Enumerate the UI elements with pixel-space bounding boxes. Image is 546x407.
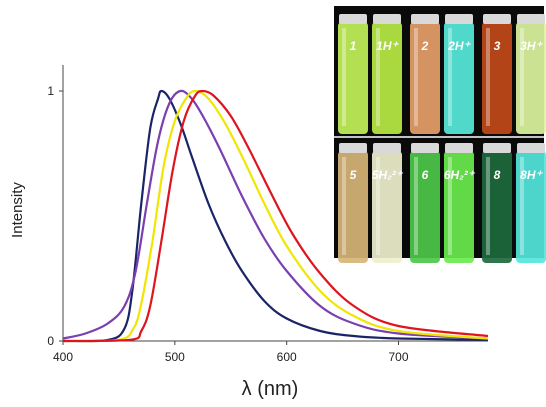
vial-highlight [448, 157, 452, 255]
vial-cap [445, 14, 473, 24]
y-ticks: 01 [47, 84, 63, 348]
vial: 1 [338, 14, 368, 134]
vial-body [444, 22, 474, 134]
vial-photo-inset: 1 1H⁺ 2 2H⁺ 3 3H⁺ 5 5H₂²⁺ 6 6H₂²⁺ 8 8H⁺ [334, 6, 546, 263]
vial-body [372, 22, 402, 134]
x-tick-label: 600 [277, 350, 297, 364]
vial-body [482, 22, 512, 134]
vial-label: 5H₂²⁺ [372, 168, 404, 182]
vial: 3H⁺ [516, 14, 546, 134]
vial-label: 6 [422, 168, 429, 182]
vial-highlight [486, 28, 490, 126]
vial-label: 5 [350, 168, 357, 182]
vial-highlight [486, 157, 490, 255]
vial-highlight [520, 157, 524, 255]
vial-body [372, 151, 402, 263]
vial-highlight [414, 28, 418, 126]
x-tick-label: 400 [53, 350, 73, 364]
vial: 5H₂²⁺ [372, 143, 404, 263]
vial: 2H⁺ [444, 14, 474, 134]
vial-highlight [376, 28, 380, 126]
vial-highlight [342, 157, 346, 255]
vial-body [410, 22, 440, 134]
vial-cap [373, 143, 401, 153]
vial-cap [483, 14, 511, 24]
vial: 6H₂²⁺ [444, 143, 476, 263]
y-axis-title: Intensity [9, 182, 26, 238]
vial-cap [411, 14, 439, 24]
vial-label: 2 [421, 39, 429, 53]
vial-cap [411, 143, 439, 153]
vial-label: 1H⁺ [376, 39, 399, 53]
vial-body [516, 151, 546, 263]
vial-body [338, 22, 368, 134]
vial-label: 8H⁺ [520, 168, 543, 182]
series-line-4 [62, 89, 489, 343]
vial-cap [339, 14, 367, 24]
y-tick-label: 1 [47, 84, 54, 98]
vial-body [516, 22, 546, 134]
vial-cap [339, 143, 367, 153]
vial-cap [373, 14, 401, 24]
vial: 3 [482, 14, 512, 134]
vial-body [410, 151, 440, 263]
series-layer [62, 89, 489, 343]
vial-label: 3H⁺ [520, 39, 543, 53]
vial-cap [517, 143, 545, 153]
vial: 1H⁺ [372, 14, 402, 134]
vial-body [444, 151, 474, 263]
vial-cap [483, 143, 511, 153]
vial-cap [517, 14, 545, 24]
vial-label: 6H₂²⁺ [444, 168, 476, 182]
vial: 2 [410, 14, 440, 134]
vial-body [338, 151, 368, 263]
vial-body [482, 151, 512, 263]
vial-highlight [376, 157, 380, 255]
series-line-2 [62, 89, 489, 340]
axes [62, 65, 488, 342]
vial-label: 2H⁺ [447, 39, 471, 53]
x-ticks: 400 500 600 700 [53, 341, 409, 364]
vial: 6 [410, 143, 440, 263]
vial-highlight [342, 28, 346, 126]
vial: 8 [482, 143, 512, 263]
vial-label: 1 [350, 39, 357, 53]
vial-highlight [448, 28, 452, 126]
vial-highlight [414, 157, 418, 255]
x-axis-title: λ (nm) [242, 378, 299, 400]
series-line-3 [62, 89, 489, 343]
vial-highlight [520, 28, 524, 126]
vial-label: 3 [494, 39, 501, 53]
y-tick-label: 0 [47, 334, 54, 348]
vial: 8H⁺ [516, 143, 546, 263]
vial: 5 [338, 143, 368, 263]
vial-layer: 1 1H⁺ 2 2H⁺ 3 3H⁺ 5 5H₂²⁺ 6 6H₂²⁺ 8 8H⁺ [338, 14, 546, 263]
x-tick-label: 500 [165, 350, 185, 364]
x-tick-label: 700 [389, 350, 409, 364]
vial-cap [445, 143, 473, 153]
vial-label: 8 [494, 168, 501, 182]
